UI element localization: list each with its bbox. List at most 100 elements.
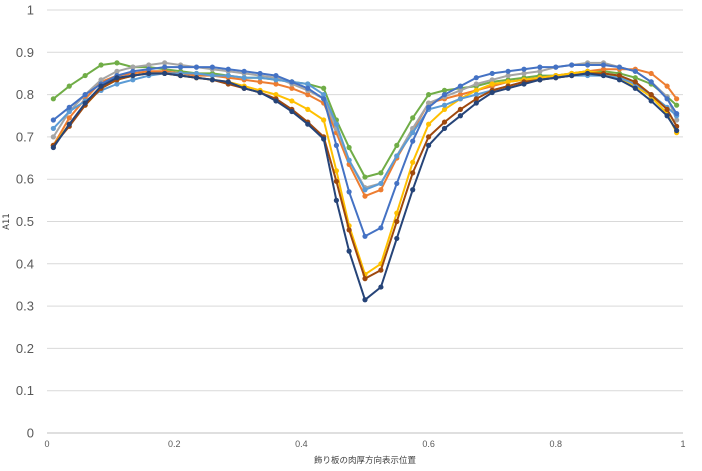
data-point bbox=[209, 64, 215, 70]
data-point bbox=[664, 96, 670, 102]
y-tick-label: 0 bbox=[27, 426, 34, 441]
data-point bbox=[114, 75, 120, 81]
data-point bbox=[209, 77, 215, 83]
data-point bbox=[321, 92, 327, 98]
y-axis-ticks: 0 0.1 0.2 0.3 0.4 0.5 0.6 0.7 0.8 0.9 1 bbox=[16, 3, 34, 441]
data-point bbox=[674, 117, 680, 123]
data-point bbox=[177, 64, 184, 70]
data-point bbox=[66, 121, 72, 127]
data-point bbox=[410, 130, 416, 136]
data-point bbox=[257, 89, 263, 96]
data-point bbox=[321, 85, 327, 91]
data-point bbox=[410, 159, 416, 165]
series-line bbox=[52, 72, 678, 191]
data-point bbox=[394, 142, 400, 148]
series-line bbox=[52, 70, 678, 276]
data-point bbox=[632, 79, 638, 85]
data-point bbox=[378, 225, 384, 231]
data-point bbox=[98, 77, 104, 83]
series-5 bbox=[50, 70, 680, 193]
data-point bbox=[257, 75, 263, 81]
data-point bbox=[664, 113, 670, 119]
x-tick-label: 0 bbox=[44, 439, 49, 449]
data-point bbox=[346, 157, 352, 163]
data-point bbox=[289, 98, 295, 104]
data-point bbox=[362, 193, 368, 199]
data-point bbox=[305, 106, 311, 113]
data-point bbox=[305, 92, 311, 98]
series-8 bbox=[50, 70, 680, 303]
data-point bbox=[225, 66, 231, 72]
data-point bbox=[616, 77, 623, 83]
data-point bbox=[632, 75, 638, 81]
data-point bbox=[664, 106, 670, 113]
data-point bbox=[473, 81, 479, 87]
y-axis-label: A11 bbox=[2, 213, 12, 230]
series-group bbox=[50, 60, 680, 303]
data-point bbox=[489, 81, 495, 87]
data-point bbox=[569, 72, 575, 79]
data-point bbox=[225, 72, 231, 79]
data-point bbox=[489, 77, 495, 83]
data-point bbox=[648, 79, 654, 85]
data-point bbox=[193, 64, 200, 70]
data-point bbox=[66, 104, 72, 110]
data-point bbox=[362, 187, 368, 193]
data-point bbox=[362, 174, 368, 180]
data-point bbox=[333, 121, 339, 127]
data-point bbox=[569, 62, 575, 68]
data-point bbox=[82, 100, 88, 106]
y-tick-label: 0.3 bbox=[16, 299, 34, 314]
data-point bbox=[321, 96, 327, 102]
data-point bbox=[193, 70, 200, 77]
data-point bbox=[473, 75, 479, 81]
series-line bbox=[52, 61, 678, 179]
data-point bbox=[600, 62, 607, 68]
data-point bbox=[333, 168, 339, 174]
data-point bbox=[146, 66, 152, 72]
data-point bbox=[50, 96, 56, 102]
data-point bbox=[378, 187, 384, 193]
data-point bbox=[333, 197, 339, 203]
data-point bbox=[648, 98, 654, 104]
data-point bbox=[394, 153, 400, 159]
y-tick-label: 1 bbox=[27, 3, 34, 18]
data-point bbox=[473, 96, 479, 102]
data-point bbox=[585, 70, 591, 77]
data-point bbox=[273, 72, 279, 79]
data-point bbox=[130, 64, 136, 70]
y-tick-label: 0.8 bbox=[16, 87, 34, 102]
data-point bbox=[600, 66, 607, 72]
data-point bbox=[362, 297, 368, 303]
data-point bbox=[457, 83, 463, 89]
data-point bbox=[50, 125, 56, 132]
data-point bbox=[193, 75, 200, 81]
data-point bbox=[346, 248, 352, 254]
data-point bbox=[378, 180, 384, 187]
data-point bbox=[441, 87, 448, 93]
data-point bbox=[333, 142, 339, 148]
data-point bbox=[66, 108, 72, 115]
data-point bbox=[130, 72, 136, 79]
data-point bbox=[130, 77, 136, 83]
data-point bbox=[394, 180, 400, 187]
data-point bbox=[426, 134, 432, 140]
data-point bbox=[457, 113, 463, 119]
data-point bbox=[553, 75, 559, 81]
data-point bbox=[289, 85, 295, 91]
y-tick-label: 0.4 bbox=[16, 256, 34, 271]
data-point bbox=[473, 92, 479, 98]
data-point bbox=[66, 83, 72, 89]
data-point bbox=[289, 108, 295, 115]
data-point bbox=[441, 125, 448, 132]
data-point bbox=[50, 117, 56, 123]
data-point bbox=[146, 70, 152, 77]
data-point bbox=[50, 134, 56, 140]
data-point bbox=[378, 284, 384, 290]
data-point bbox=[273, 92, 279, 98]
x-axis-ticks: 0 0.2 0.4 0.6 0.8 1 bbox=[44, 439, 685, 449]
y-tick-label: 0.5 bbox=[16, 214, 34, 229]
series-line bbox=[52, 61, 678, 189]
x-tick-label: 0.6 bbox=[422, 439, 435, 449]
x-tick-label: 0.8 bbox=[550, 439, 563, 449]
